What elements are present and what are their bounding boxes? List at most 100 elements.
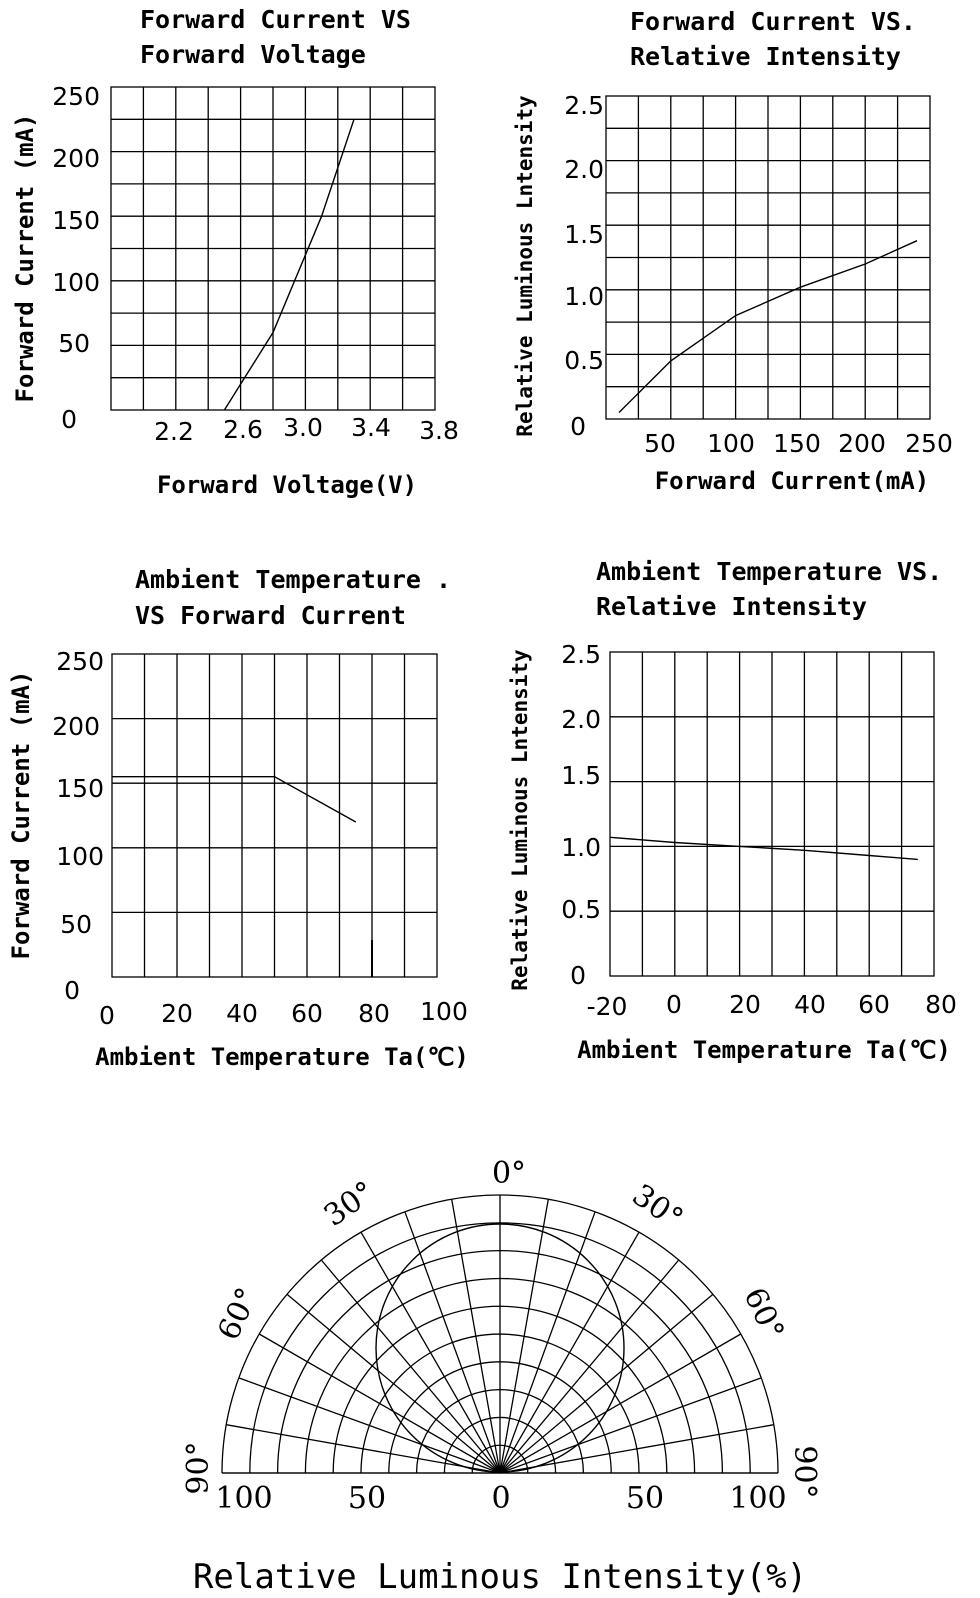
polar-axis-title: Relative Luminous Intensity(%) [193,1557,807,1597]
chart2-x-tick: 150 [773,429,821,458]
chart1-x-tick: 2.6 [223,415,263,444]
chart4-y-tick: 1.0 [561,833,601,862]
chart4-x-tick: 80 [925,990,957,1019]
chart-forward-current-vs-voltage: Forward Current VS Forward Voltage 250 2… [11,5,459,499]
chart1-series-line [223,119,355,411]
chart2-y-tick: 1.5 [564,220,604,249]
chart2-title-line2: Relative Intensity [630,42,901,71]
chart2-y-tick: 1.0 [564,282,604,311]
chart4-y-tick: 1.5 [561,761,601,790]
chart2-y-axis-title: Relative Luminous Lntensity [513,95,537,437]
chart2-y-tick: 2.0 [564,155,604,184]
polar-radial-label: 100 [215,1481,272,1516]
chart4-x-tick: 60 [858,990,890,1019]
chart1-y-tick: 100 [52,268,100,297]
chart4-y-ticks: 2.5 2.0 1.5 1.0 0.5 0 [561,640,601,990]
polar-radial-label: 50 [626,1481,664,1516]
chart3-x-ticks: 0 20 40 60 80 100 [99,997,468,1030]
chart1-y-tick: 50 [58,329,90,358]
chart-temperature-vs-forward-current: Ambient Temperature . VS Forward Current… [7,565,469,1071]
chart2-x-tick: 250 [905,429,953,458]
chart2-y-tick: 0.5 [564,346,604,375]
chart1-x-ticks: 2.2 2.6 3.0 3.4 3.8 [154,413,459,446]
chart3-y-tick: 250 [56,647,104,676]
chart3-x-tick: 40 [226,999,258,1028]
chart3-x-tick: 20 [161,999,193,1028]
chart3-y-ticks: 250 200 150 100 50 0 [52,647,104,1005]
chart4-title-line1: Ambient Temperature VS. [596,557,942,586]
chart4-title-line2: Relative Intensity [596,592,867,621]
polar-grid [221,1194,779,1474]
chart3-grid [111,653,438,978]
polar-angle-label-30-right: 30° [626,1178,690,1237]
polar-spoke [499,1333,742,1474]
polar-angle-label-90-right: 90° [787,1445,822,1498]
polar-spoke [226,1424,501,1474]
chart4-y-axis-title: Relative Luminous Lntensity [508,649,532,991]
chart3-y-tick: 50 [60,910,92,939]
chart1-y-axis-title: Forward Current (mA) [11,114,39,403]
polar-angle-label-30-left: 30° [318,1175,382,1234]
polar-spoke [451,1199,501,1474]
chart2-x-ticks: 50 100 150 200 250 [644,429,953,458]
polar-angle-label-60-right: 60° [737,1282,791,1345]
chart3-x-tick: 0 [99,1001,115,1030]
chart1-x-tick: 2.2 [154,417,194,446]
chart3-y-tick: 0 [64,976,80,1005]
chart1-title-line2: Forward Voltage [140,40,366,69]
chart3-series-line [112,776,357,823]
chart1-y-tick: 200 [52,144,100,173]
chart4-x-tick: 40 [794,990,826,1019]
chart4-y-tick: 2.0 [561,705,601,734]
chart4-x-ticks: -20 0 20 40 60 80 [587,990,957,1021]
chart4-series-line [609,836,918,861]
chart1-x-tick: 3.4 [351,413,391,442]
chart1-y-tick: 0 [61,405,77,434]
chart2-x-tick: 200 [838,429,886,458]
polar-spoke [499,1259,680,1474]
chart4-x-tick: 20 [729,990,761,1019]
polar-radial-label: 0 [491,1481,510,1516]
chart2-y-ticks: 2.5 2.0 1.5 1.0 0.5 0 [564,91,604,441]
chart4-y-tick: 2.5 [561,640,601,669]
chart1-x-axis-title: Forward Voltage(V) [157,471,417,499]
polar-spoke [404,1211,501,1474]
chart3-title-line2: VS Forward Current [135,601,406,630]
polar-spoke [258,1333,501,1474]
chart3-y-tick: 150 [56,774,104,803]
chart-radiation-pattern: 0° 30° 30° 60° 60° 90° 90° 100 50 0 50 1… [181,1156,822,1597]
chart3-x-tick: 60 [291,999,323,1028]
polar-spoke [499,1231,640,1474]
polar-radial-label: 100 [729,1481,786,1516]
chart1-x-tick: 3.8 [419,416,459,445]
chart2-series-line [618,240,918,413]
chart3-y-tick: 200 [52,712,100,741]
chart1-x-tick: 3.0 [283,413,323,442]
chart-current-vs-relative-intensity: Forward Current VS. Relative Intensity 2… [513,7,953,495]
chart2-x-tick: 50 [644,429,676,458]
chart1-title-line1: Forward Current VS [140,5,411,34]
chart4-x-tick: 0 [666,990,682,1019]
polar-spoke [499,1377,762,1474]
polar-angle-label-0: 0° [492,1156,526,1191]
chart1-y-tick: 150 [52,206,100,235]
chart2-y-tick: 2.5 [564,91,604,120]
chart3-x-axis-title: Ambient Temperature Ta(℃) [95,1043,469,1071]
chart1-y-tick: 250 [52,82,100,111]
chart3-x-tick: 100 [420,997,468,1026]
chart4-x-tick: -20 [587,992,628,1021]
polar-spoke [238,1377,501,1474]
chart1-y-ticks: 250 200 150 100 50 0 [52,82,100,434]
chart2-y-tick: 0 [570,412,586,441]
chart2-x-tick: 100 [707,429,755,458]
chart3-y-tick: 100 [56,842,104,871]
polar-spoke [320,1259,501,1474]
chart2-x-axis-title: Forward Current(mA) [655,467,930,495]
polar-intensity-curve [375,1223,625,1473]
chart2-grid [605,95,931,420]
chart4-y-tick: 0 [570,961,586,990]
chart1-grid [110,86,436,411]
polar-spoke [499,1293,714,1474]
chart3-x-tick: 80 [358,999,390,1028]
polar-spoke [360,1231,501,1474]
